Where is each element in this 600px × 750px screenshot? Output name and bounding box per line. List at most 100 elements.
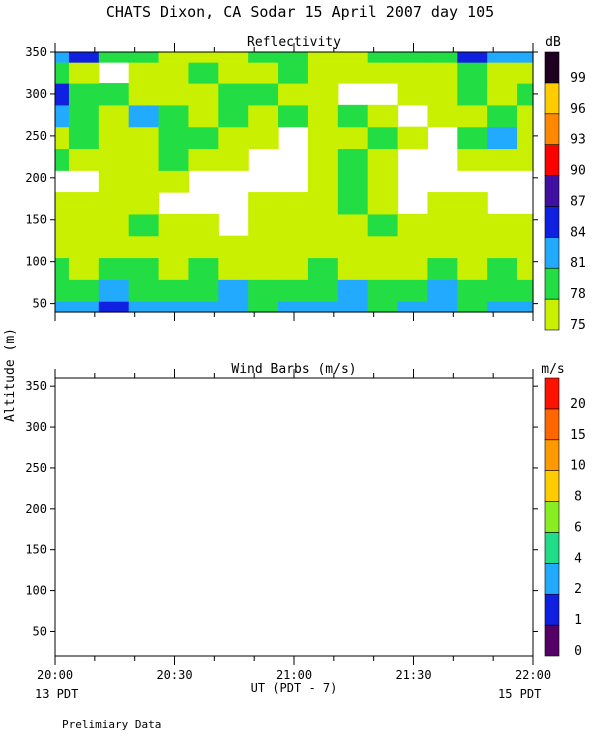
reflectivity-cell xyxy=(367,279,399,302)
wind-y-tick-label: 50 xyxy=(33,624,47,638)
reflectivity-cell xyxy=(55,83,70,106)
reflectivity-cell xyxy=(68,83,100,106)
time-tick-label: 21:00 xyxy=(276,668,312,682)
reflectivity-cell xyxy=(367,52,399,63)
reflectivity-cell xyxy=(158,235,190,259)
time-tick-label: 20:00 xyxy=(37,668,73,682)
reflectivity-cell xyxy=(517,104,534,128)
reflectivity-cell xyxy=(98,170,130,193)
reflectivity-cell xyxy=(55,104,70,128)
reflectivity-cell xyxy=(128,52,160,63)
reflectivity-cell xyxy=(397,52,429,63)
reflectivity-plot-area xyxy=(54,51,534,313)
reflectivity-cell xyxy=(337,192,369,215)
reflectivity-cell xyxy=(487,279,518,302)
reflectivity-cell xyxy=(128,279,160,302)
reflectivity-cell xyxy=(278,83,309,106)
wind-colorbar-label: 0 xyxy=(574,644,582,659)
reflectivity-cell xyxy=(188,301,219,313)
reflectivity-cell xyxy=(128,235,160,259)
reflectivity-cell xyxy=(128,213,160,237)
reflectivity-colorbar-label: 96 xyxy=(570,102,586,117)
reflectivity-cell xyxy=(278,279,309,302)
reflectivity-cell xyxy=(307,83,339,106)
reflectivity-cell xyxy=(98,213,130,237)
reflectivity-cell xyxy=(98,52,130,63)
wind-colorbar-label: 1 xyxy=(574,613,582,628)
reflectivity-y-tick-label: 150 xyxy=(25,213,47,227)
reflectivity-cell xyxy=(55,235,70,259)
wind-colorbar-label: 10 xyxy=(570,459,586,474)
reflectivity-cell xyxy=(367,257,399,280)
x-axis-label: UT (PDT - 7) xyxy=(251,681,338,695)
reflectivity-cell xyxy=(158,148,190,171)
reflectivity-cell xyxy=(367,170,399,193)
reflectivity-cell xyxy=(517,257,534,280)
reflectivity-cell xyxy=(307,104,339,128)
reflectivity-cell xyxy=(98,257,130,280)
reflectivity-cell xyxy=(367,62,399,84)
reflectivity-cell xyxy=(98,279,130,302)
reflectivity-cell xyxy=(188,213,219,237)
reflectivity-cell xyxy=(248,213,279,237)
reflectivity-cell xyxy=(517,279,534,302)
reflectivity-cell xyxy=(98,126,130,150)
reflectivity-cell xyxy=(188,83,219,106)
wind-colorbar-swatch xyxy=(544,470,560,502)
wind-colorbar-swatch xyxy=(544,532,560,564)
reflectivity-x-axis xyxy=(54,43,534,321)
reflectivity-cell xyxy=(307,148,339,171)
reflectivity-cell xyxy=(98,301,130,313)
wind-colorbar-swatch xyxy=(544,501,560,533)
reflectivity-cell xyxy=(367,301,399,313)
reflectivity-cell xyxy=(367,104,399,128)
reflectivity-cell xyxy=(55,279,70,302)
reflectivity-cell xyxy=(98,192,130,215)
wind-y-tick-label: 150 xyxy=(25,543,47,557)
wind-colorbar-swatch xyxy=(544,377,560,410)
wind-y-tick-label: 300 xyxy=(25,420,47,434)
reflectivity-cell xyxy=(55,213,70,237)
reflectivity-cell xyxy=(68,62,100,84)
reflectivity-cell xyxy=(158,170,190,193)
reflectivity-cell xyxy=(68,235,100,259)
reflectivity-cell xyxy=(128,301,160,313)
reflectivity-cell xyxy=(457,104,488,128)
reflectivity-cell xyxy=(397,257,429,280)
reflectivity-cell xyxy=(397,83,429,106)
reflectivity-cell xyxy=(278,192,309,215)
reflectivity-cell xyxy=(248,62,279,84)
figure-title: CHATS Dixon, CA Sodar 15 April 2007 day … xyxy=(106,3,494,21)
reflectivity-cell xyxy=(487,257,518,280)
reflectivity-cell xyxy=(248,104,279,128)
reflectivity-cell xyxy=(457,62,488,84)
reflectivity-cell xyxy=(55,301,70,313)
reflectivity-cell xyxy=(188,126,219,150)
reflectivity-cell xyxy=(427,52,458,63)
reflectivity-colorbar-label: 87 xyxy=(570,194,586,209)
reflectivity-y-tick-label: 300 xyxy=(25,87,47,101)
reflectivity-cell xyxy=(248,279,279,302)
reflectivity-cell xyxy=(278,52,309,63)
wind-colorbar-label: 6 xyxy=(574,520,582,535)
reflectivity-cell xyxy=(55,192,70,215)
reflectivity-cell xyxy=(158,104,190,128)
reflectivity-cell xyxy=(457,213,488,237)
reflectivity-cell xyxy=(68,104,100,128)
reflectivity-title: Reflectivity xyxy=(247,35,341,50)
reflectivity-cell xyxy=(337,126,369,150)
reflectivity-cell xyxy=(427,301,458,313)
reflectivity-colorbar-swatch xyxy=(544,144,560,176)
reflectivity-cell xyxy=(68,52,100,63)
wind-y-tick-label: 350 xyxy=(25,379,47,393)
reflectivity-cell xyxy=(517,83,534,106)
reflectivity-colorbar-label: 84 xyxy=(570,225,586,240)
reflectivity-cell xyxy=(248,192,279,215)
reflectivity-cell xyxy=(427,62,458,84)
reflectivity-contour-field xyxy=(55,52,534,313)
reflectivity-cell xyxy=(517,148,534,171)
reflectivity-cell xyxy=(188,279,219,302)
reflectivity-cell xyxy=(487,301,518,313)
preliminary-data-note: Prelimiary Data xyxy=(62,718,161,731)
reflectivity-cell xyxy=(487,104,518,128)
